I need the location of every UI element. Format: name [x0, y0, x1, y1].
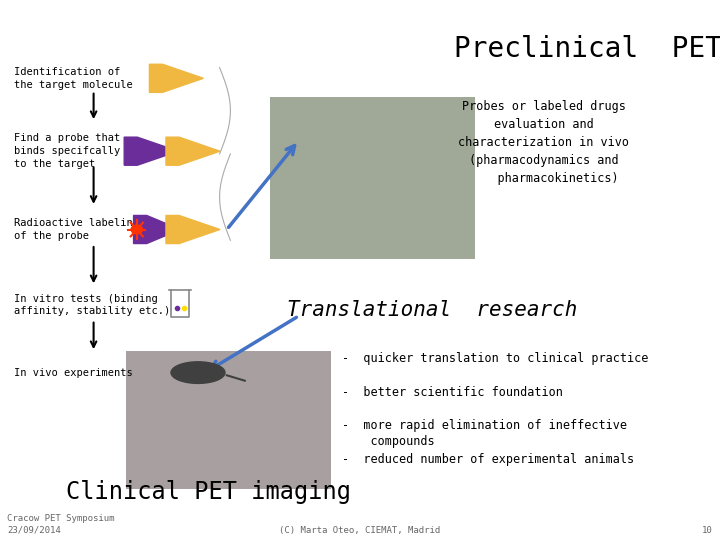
- Text: -  more rapid elimination of ineffective
    compounds: - more rapid elimination of ineffective …: [342, 419, 627, 448]
- Text: -  better scientific foundation: - better scientific foundation: [342, 386, 563, 399]
- Text: Cracow PET Symposium
23/09/2014: Cracow PET Symposium 23/09/2014: [7, 514, 114, 535]
- Polygon shape: [124, 137, 179, 165]
- Text: In vivo experiments: In vivo experiments: [14, 368, 133, 377]
- Text: Identification of
the target molecule: Identification of the target molecule: [14, 67, 133, 90]
- Text: Probes or labeled drugs
evaluation and
characterization in vivo
(pharmacodynamic: Probes or labeled drugs evaluation and c…: [458, 100, 629, 185]
- Text: Find a probe that
binds specifcally
to the target: Find a probe that binds specifcally to t…: [14, 133, 121, 169]
- Text: -  reduced number of experimental animals: - reduced number of experimental animals: [342, 453, 634, 465]
- Text: Preclinical  PET imaging: Preclinical PET imaging: [454, 35, 720, 63]
- Circle shape: [131, 225, 143, 234]
- Polygon shape: [166, 215, 220, 244]
- Polygon shape: [166, 137, 220, 165]
- Text: In vitro tests (binding
affinity, stability etc.): In vitro tests (binding affinity, stabil…: [14, 294, 171, 316]
- FancyBboxPatch shape: [270, 97, 475, 259]
- Ellipse shape: [171, 362, 225, 383]
- Text: 10: 10: [702, 525, 713, 535]
- Polygon shape: [150, 64, 203, 92]
- Text: Translational  research: Translational research: [287, 300, 577, 321]
- Polygon shape: [134, 215, 181, 244]
- FancyBboxPatch shape: [126, 351, 331, 489]
- Text: (C) Marta Oteo, CIEMAT, Madrid: (C) Marta Oteo, CIEMAT, Madrid: [279, 525, 441, 535]
- Text: -  quicker translation to clinical practice: - quicker translation to clinical practi…: [342, 352, 649, 365]
- Text: Radioactive labeling
of the probe: Radioactive labeling of the probe: [14, 218, 140, 241]
- Text: Clinical PET imaging: Clinical PET imaging: [66, 481, 351, 504]
